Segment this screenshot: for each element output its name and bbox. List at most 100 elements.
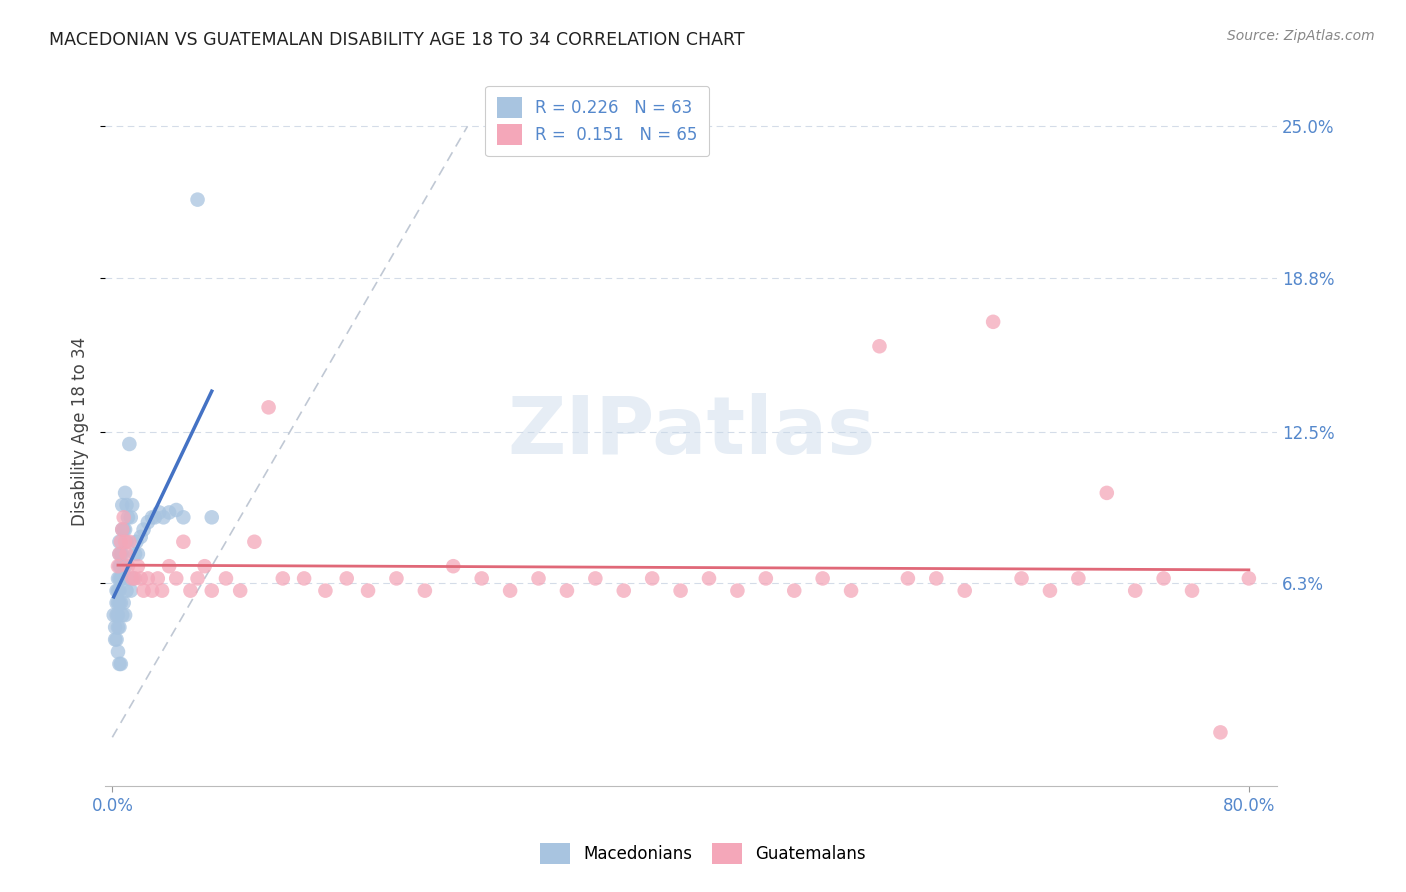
Point [755,571,778,585]
Point [127,559,149,574]
Point [141,583,163,598]
Point [118,534,141,549]
Point [107,608,129,623]
Point [136,571,159,585]
Point [925,571,948,585]
Point [110,547,132,561]
Point [124,547,146,561]
Point [669,583,692,598]
Point [111,608,134,623]
Legend: Macedonians, Guatemalans: Macedonians, Guatemalans [533,837,873,871]
Point [641,571,664,585]
Point [108,559,131,574]
Point [839,583,862,598]
Point [336,571,359,585]
Point [146,571,169,585]
Point [136,515,159,529]
Point [108,534,131,549]
Point [697,571,720,585]
Point [869,339,891,353]
Point [125,534,148,549]
Point [811,571,834,585]
Point [150,583,173,598]
Point [110,559,132,574]
Point [1153,571,1175,585]
Point [132,583,155,598]
Point [105,632,128,647]
Point [112,523,135,537]
Point [108,596,131,610]
Point [115,534,138,549]
Point [117,510,139,524]
Point [1209,725,1232,739]
Point [121,498,143,512]
Point [1067,571,1090,585]
Point [981,315,1004,329]
Point [111,498,134,512]
Point [148,505,170,519]
Point [179,583,201,598]
Point [897,571,920,585]
Point [385,571,408,585]
Point [114,523,136,537]
Point [127,547,149,561]
Point [120,583,142,598]
Point [201,510,224,524]
Point [257,401,280,415]
Point [108,657,131,671]
Point [132,523,155,537]
Point [1039,583,1062,598]
Point [122,571,145,585]
Point [110,534,132,549]
Point [107,620,129,634]
Point [118,437,141,451]
Point [104,632,127,647]
Point [725,583,748,598]
Point [172,534,194,549]
Point [157,505,180,519]
Point [112,510,135,524]
Point [783,583,806,598]
Point [471,571,494,585]
Point [243,534,266,549]
Point [111,523,134,537]
Point [110,571,132,585]
Point [527,571,550,585]
Point [108,571,131,585]
Point [157,559,180,574]
Point [117,571,139,585]
Point [201,583,224,598]
Point [107,583,129,598]
Point [103,608,125,623]
Point [129,571,152,585]
Point [111,547,134,561]
Point [108,620,131,634]
Point [441,559,464,574]
Point [141,510,163,524]
Text: MACEDONIAN VS GUATEMALAN DISABILITY AGE 18 TO 34 CORRELATION CHART: MACEDONIAN VS GUATEMALAN DISABILITY AGE … [49,31,745,49]
Point [413,583,436,598]
Point [613,583,636,598]
Point [143,510,166,524]
Point [271,571,294,585]
Point [117,559,139,574]
Point [114,486,136,500]
Point [112,559,135,574]
Point [555,583,578,598]
Point [107,571,129,585]
Point [314,583,336,598]
Point [1181,583,1204,598]
Point [583,571,606,585]
Point [152,510,174,524]
Point [129,530,152,544]
Point [1237,571,1260,585]
Point [108,583,131,598]
Point [292,571,315,585]
Point [108,547,131,561]
Point [111,571,134,585]
Point [107,645,129,659]
Point [108,547,131,561]
Point [105,608,128,623]
Text: ZIPatlas: ZIPatlas [508,392,876,471]
Point [104,620,127,634]
